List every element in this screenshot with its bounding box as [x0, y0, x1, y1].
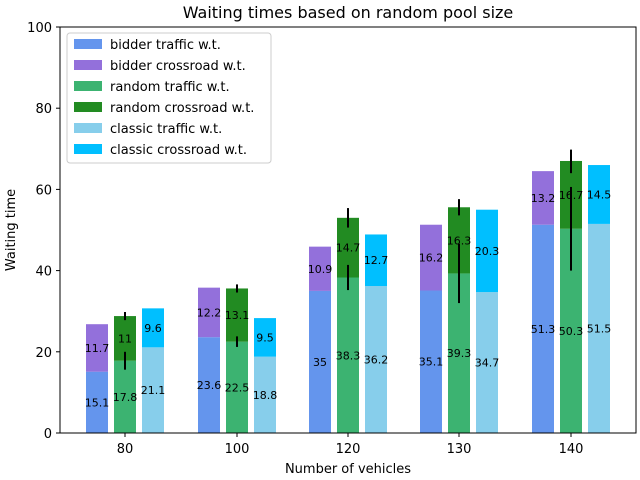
classic-traffic-value-label: 21.1: [141, 384, 166, 397]
legend-swatch: [74, 60, 102, 70]
classic-traffic-bar: [142, 347, 164, 433]
bidder-crossroad-bar: [309, 246, 331, 291]
random-traffic-bar: [114, 360, 136, 433]
bidder-crossroad-value-label: 13.2: [531, 192, 556, 205]
bidder-traffic-value-label: 15.1: [85, 396, 110, 409]
legend-label: random traffic w.t.: [110, 80, 230, 95]
random-traffic-value-label: 17.8: [113, 391, 138, 404]
legend-swatch: [74, 144, 102, 154]
bidder-traffic-value-label: 51.3: [531, 323, 556, 336]
y-axis-title: Waiting time: [4, 189, 19, 271]
classic-traffic-value-label: 18.8: [253, 389, 278, 402]
classic-crossroad-value-label: 20.3: [475, 245, 500, 258]
y-axis: 0 20 40 60 80 100: [27, 21, 60, 442]
bidder-crossroad-bar: [198, 287, 220, 338]
legend-box: [66, 32, 272, 164]
random-crossroad-value-label: 11: [118, 332, 132, 345]
legend: bidder traffic w.t. bidder crossroad w.t.…: [66, 32, 272, 164]
x-tick-label: 120: [336, 442, 361, 457]
classic-crossroad-bar: [476, 209, 498, 293]
random-traffic-bar: [560, 228, 582, 433]
x-tick-label: 100: [225, 442, 250, 457]
bidder-crossroad-value-label: 16.2: [419, 252, 444, 265]
bidder-crossroad-bar: [86, 324, 108, 372]
random-crossroad-bar: [448, 207, 470, 274]
classic-crossroad-bar: [365, 234, 387, 287]
random-crossroad-bar: [114, 316, 136, 361]
random-crossroad-value-label: 16.7: [559, 189, 584, 202]
bidder-traffic-value-label: 35.1: [419, 356, 444, 369]
legend-swatch: [74, 123, 102, 133]
bidder-crossroad-value-label: 10.9: [308, 263, 333, 276]
random-traffic-value-label: 50.3: [559, 325, 584, 338]
bars-layer: [86, 160, 610, 433]
random-crossroad-bar: [337, 217, 359, 278]
classic-traffic-bar: [588, 223, 610, 433]
segment-labels-layer: 15.1 11.7 17.8 11 21.1 9.6 23.6 12.2 22.5 13.1 18.…: [85, 188, 612, 409]
y-tick-label: 60: [35, 183, 52, 198]
classic-crossroad-value-label: 9.6: [144, 322, 162, 335]
legend-label: classic crossroad w.t.: [110, 143, 247, 158]
bidder-traffic-value-label: 35: [313, 356, 327, 369]
classic-crossroad-bar: [588, 165, 610, 224]
classic-traffic-bar: [365, 286, 387, 433]
random-crossroad-bar: [226, 288, 248, 342]
bidder-traffic-bar: [198, 337, 220, 433]
x-axis: 80 100 120 130 140: [117, 433, 584, 457]
classic-traffic-value-label: 51.5: [587, 322, 612, 335]
random-crossroad-value-label: 14.7: [336, 242, 361, 255]
chart-title: Waiting times based on random pool size: [183, 3, 514, 22]
bidder-crossroad-value-label: 12.2: [197, 306, 222, 319]
legend-label: random crossroad w.t.: [110, 101, 254, 116]
legend-label: bidder traffic w.t.: [110, 38, 221, 53]
bidder-traffic-bar: [86, 371, 108, 433]
y-tick-label: 100: [27, 21, 52, 36]
x-tick-label: 130: [447, 442, 472, 457]
legend-swatch: [74, 39, 102, 49]
bidder-crossroad-bar: [420, 224, 442, 291]
classic-traffic-bar: [254, 356, 276, 433]
legend-label: bidder crossroad w.t.: [110, 59, 246, 74]
classic-traffic-value-label: 34.7: [475, 357, 500, 370]
x-axis-title: Number of vehicles: [285, 462, 411, 477]
y-tick-label: 80: [35, 102, 52, 117]
y-tick-label: 40: [35, 265, 52, 280]
random-traffic-bar: [337, 277, 359, 433]
random-traffic-bar: [226, 341, 248, 433]
bidder-crossroad-bar: [532, 171, 554, 225]
classic-traffic-value-label: 36.2: [364, 354, 389, 367]
random-traffic-bar: [448, 273, 470, 433]
x-tick-label: 80: [117, 442, 134, 457]
legend-label: classic traffic w.t.: [110, 122, 222, 137]
y-tick-label: 20: [35, 346, 52, 361]
random-traffic-value-label: 38.3: [336, 349, 361, 362]
bidder-traffic-bar: [309, 290, 331, 433]
bidder-crossroad-value-label: 11.7: [85, 342, 110, 355]
classic-crossroad-value-label: 14.5: [587, 188, 612, 201]
y-tick-label: 0: [44, 427, 52, 442]
bidder-traffic-bar: [532, 224, 554, 433]
random-crossroad-value-label: 16.3: [447, 234, 472, 247]
random-traffic-value-label: 39.3: [447, 347, 472, 360]
bidder-traffic-bar: [420, 290, 442, 433]
classic-crossroad-bar: [254, 318, 276, 357]
classic-traffic-bar: [476, 292, 498, 433]
classic-crossroad-bar: [142, 308, 164, 348]
error-bars-layer: [124, 149, 572, 370]
legend-swatch: [74, 81, 102, 91]
classic-crossroad-value-label: 9.5: [256, 331, 274, 344]
random-traffic-value-label: 22.5: [225, 381, 250, 394]
bidder-traffic-value-label: 23.6: [197, 379, 222, 392]
x-tick-label: 140: [559, 442, 584, 457]
random-crossroad-value-label: 13.1: [225, 309, 250, 322]
legend-swatch: [74, 102, 102, 112]
classic-crossroad-value-label: 12.7: [364, 254, 389, 267]
